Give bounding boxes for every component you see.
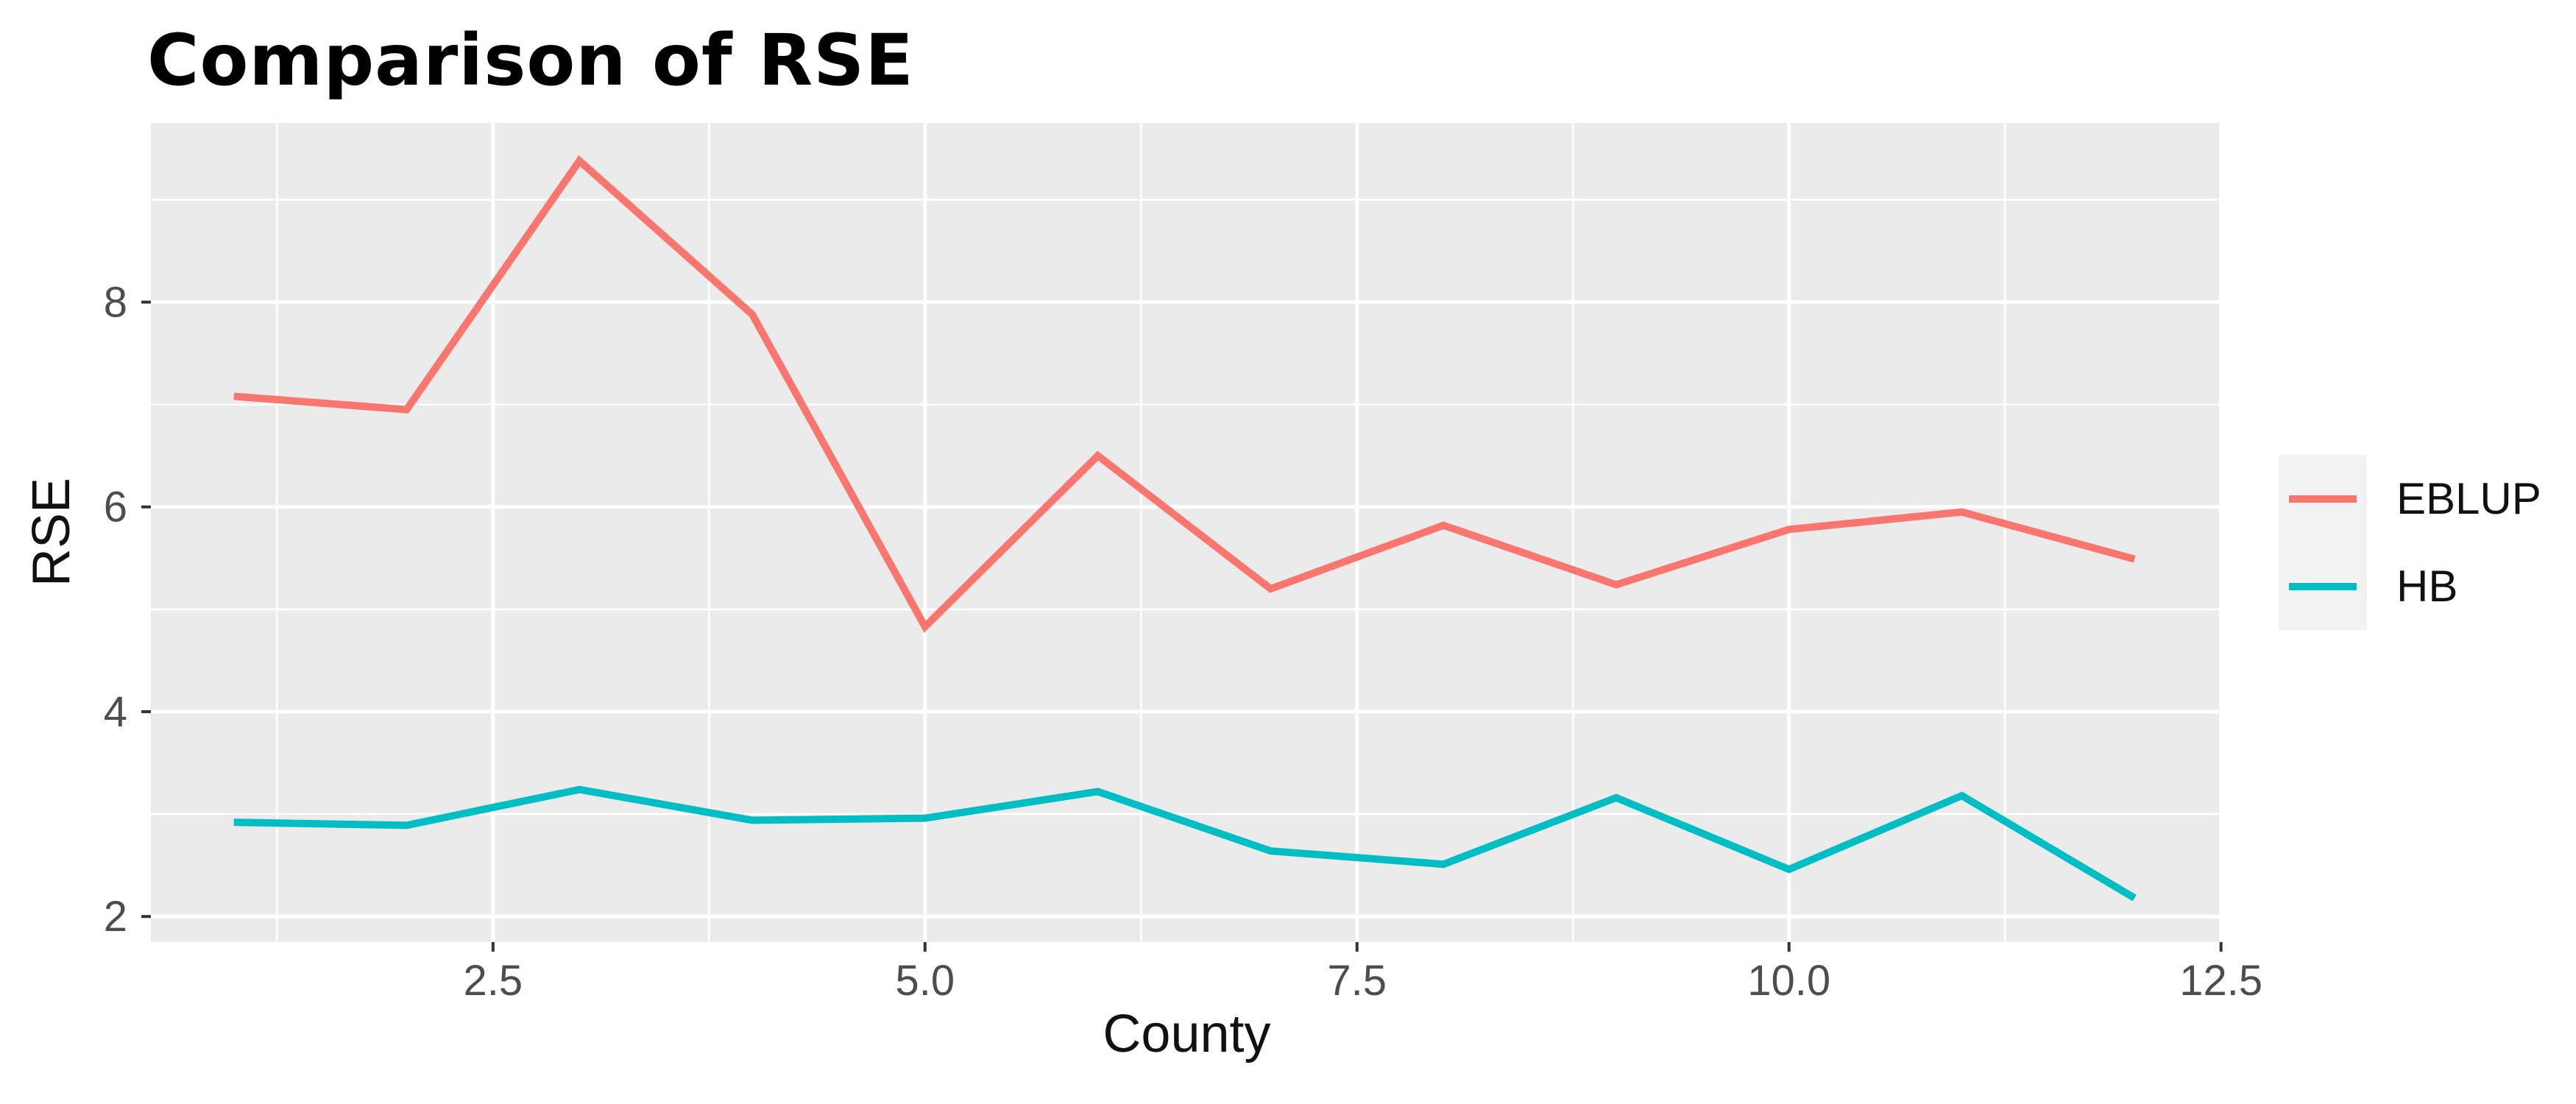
- y-axis-title: RSE: [22, 477, 81, 587]
- x-axis-title: County: [1103, 1005, 1271, 1064]
- y-tick-label: 4: [104, 688, 127, 736]
- legend-item-hb: HB: [2279, 542, 2541, 630]
- legend-label-eblup: EBLUP: [2396, 474, 2541, 523]
- legend-label-hb: HB: [2396, 562, 2458, 611]
- legend: EBLUP HB: [2279, 455, 2541, 630]
- legend-key-box: [2279, 542, 2367, 630]
- y-axis-title-wrap: RSE: [22, 447, 81, 617]
- x-tick-label: 2.5: [464, 957, 523, 1005]
- y-tick-label: 8: [104, 278, 127, 326]
- y-tick-label: 6: [104, 484, 127, 531]
- hb-line-swatch-icon: [2289, 582, 2357, 590]
- legend-item-eblup: EBLUP: [2279, 455, 2541, 542]
- y-tick-label: 2: [104, 893, 127, 941]
- x-tick-label: 10.0: [1747, 957, 1830, 1005]
- x-tick-label: 5.0: [895, 957, 955, 1005]
- series-line-eblup: [233, 155, 2136, 633]
- series-line-hb: [233, 785, 2137, 902]
- x-tick-label: 7.5: [1327, 957, 1387, 1005]
- eblup-line-swatch-icon: [2289, 495, 2357, 503]
- chart-title: Comparison of RSE: [147, 19, 914, 102]
- x-tick-label: 12.5: [2179, 957, 2262, 1005]
- legend-key-box: [2279, 455, 2367, 542]
